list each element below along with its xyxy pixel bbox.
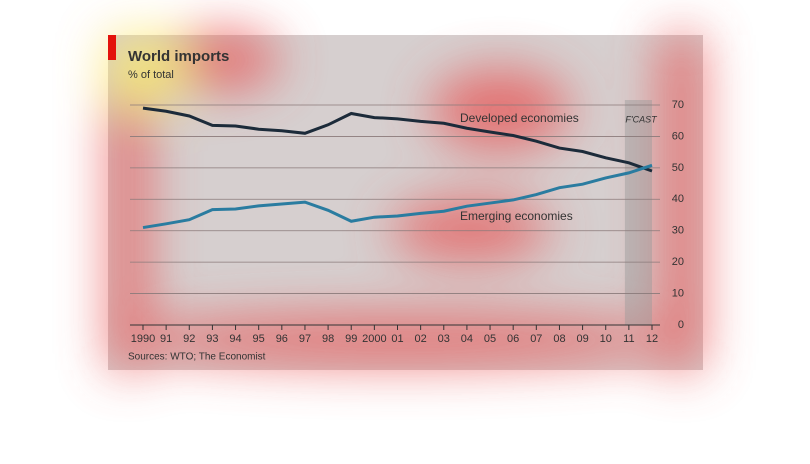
y-tick-label: 70 — [672, 99, 684, 111]
title-marker — [108, 35, 116, 60]
heatmap-overlay — [105, 30, 703, 370]
x-tick-label: 95 — [253, 333, 265, 345]
x-tick-label: 92 — [183, 333, 195, 345]
y-tick-label: 30 — [672, 225, 684, 237]
x-tick-label: 04 — [461, 333, 473, 345]
y-tick-label: 0 — [678, 319, 684, 331]
x-tick-label: 07 — [530, 333, 542, 345]
y-tick-label: 50 — [672, 162, 684, 174]
series-line — [142, 163, 653, 230]
series-label: Emerging economies — [460, 209, 573, 223]
x-tick-label: 01 — [391, 333, 403, 345]
y-tick-label: 60 — [672, 130, 684, 142]
x-tick-label: 08 — [553, 333, 565, 345]
chart-background — [108, 35, 703, 370]
forecast-band — [624, 100, 652, 325]
x-tick-label: 10 — [600, 333, 612, 345]
y-tick-label: 40 — [672, 193, 684, 205]
y-tick-label: 10 — [672, 287, 684, 299]
x-tick-label: 06 — [507, 333, 519, 345]
y-tick-label: 20 — [672, 256, 684, 268]
series-label: Developed economies — [460, 111, 579, 125]
x-tick-label: 09 — [576, 333, 588, 345]
x-tick-label: 11 — [623, 333, 634, 345]
forecast-label: F'CAST — [625, 114, 658, 124]
source-note: Sources: WTO; The Economist — [128, 352, 266, 363]
x-tick-label: 98 — [322, 333, 334, 345]
x-tick-label: 94 — [229, 333, 241, 345]
x-tick-label: 93 — [206, 333, 218, 345]
x-tick-label: 96 — [276, 333, 288, 345]
x-tick-label: 97 — [299, 333, 311, 345]
x-tick-label: 1990 — [131, 333, 155, 345]
chart-title: World imports — [128, 48, 229, 65]
x-tick-label: 91 — [160, 333, 172, 345]
x-tick-label: 2000 — [362, 333, 386, 345]
x-tick-label: 03 — [438, 333, 450, 345]
x-tick-label: 99 — [345, 333, 357, 345]
series-line — [142, 106, 653, 173]
chart-subtitle: % of total — [128, 69, 174, 81]
x-tick-label: 02 — [415, 333, 427, 345]
x-tick-label: 12 — [646, 333, 658, 345]
x-tick-label: 05 — [484, 333, 496, 345]
